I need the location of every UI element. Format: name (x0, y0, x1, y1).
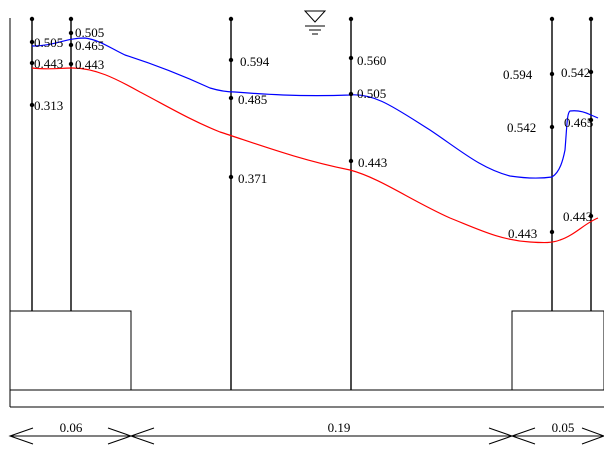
point-marker (588, 69, 594, 75)
point-marker (588, 16, 594, 22)
point-label: 0.443 (75, 57, 104, 72)
point-label: 0.560 (357, 53, 386, 68)
point-label: 0.371 (238, 171, 267, 186)
point-marker (29, 16, 35, 22)
point-marker (588, 213, 594, 219)
point-label: 0.542 (561, 65, 590, 80)
point-label: 0.505 (34, 35, 63, 50)
point-label: 0.485 (238, 92, 267, 107)
dimension-right-label: 0.05 (552, 420, 575, 435)
point-marker (549, 124, 555, 130)
point-label: 0.465 (564, 115, 593, 130)
point-marker (549, 71, 555, 77)
point-marker (68, 61, 74, 67)
point-marker (68, 16, 74, 22)
point-label: 0.505 (357, 86, 386, 101)
point-label: 0.443 (563, 209, 592, 224)
point-marker (29, 39, 35, 45)
point-label: 0.594 (240, 54, 270, 69)
point-labels: 0.505 0.443 0.313 0.505 0.465 0.443 0.59… (34, 25, 593, 241)
dimension-lines (8, 427, 604, 445)
point-marker (29, 102, 35, 108)
point-marker (348, 158, 354, 164)
dimension-middle-label: 0.19 (328, 420, 351, 435)
point-marker (228, 95, 234, 101)
point-label: 0.443 (34, 56, 63, 71)
channel-frame (9, 18, 604, 408)
point-label: 0.542 (507, 120, 536, 135)
point-marker (348, 55, 354, 61)
right-pier-block (511, 310, 604, 391)
water-level-symbol-icon (303, 10, 327, 35)
measurement-points (29, 16, 594, 235)
point-marker (228, 174, 234, 180)
point-label: 0.443 (508, 226, 537, 241)
point-marker (29, 60, 35, 66)
point-label: 0.443 (358, 155, 387, 170)
upper-isoline-curve (31, 37, 599, 179)
point-marker (68, 30, 74, 36)
point-marker (68, 42, 74, 48)
lower-isoline-curve (31, 67, 599, 244)
measurement-verticals (31, 18, 592, 390)
dimension-left-label: 0.06 (60, 420, 83, 435)
point-label: 0.313 (34, 98, 63, 113)
point-marker (588, 117, 594, 123)
point-marker (228, 57, 234, 63)
point-marker (348, 16, 354, 22)
point-marker (348, 91, 354, 97)
point-marker (549, 229, 555, 235)
point-label: 0.505 (75, 25, 104, 40)
point-label: 0.594 (503, 67, 533, 82)
left-pier-block (9, 310, 132, 391)
dimension-labels: 0.06 0.19 0.05 (60, 420, 575, 435)
point-marker (228, 16, 234, 22)
point-label: 0.465 (75, 38, 104, 53)
point-marker (549, 16, 555, 22)
